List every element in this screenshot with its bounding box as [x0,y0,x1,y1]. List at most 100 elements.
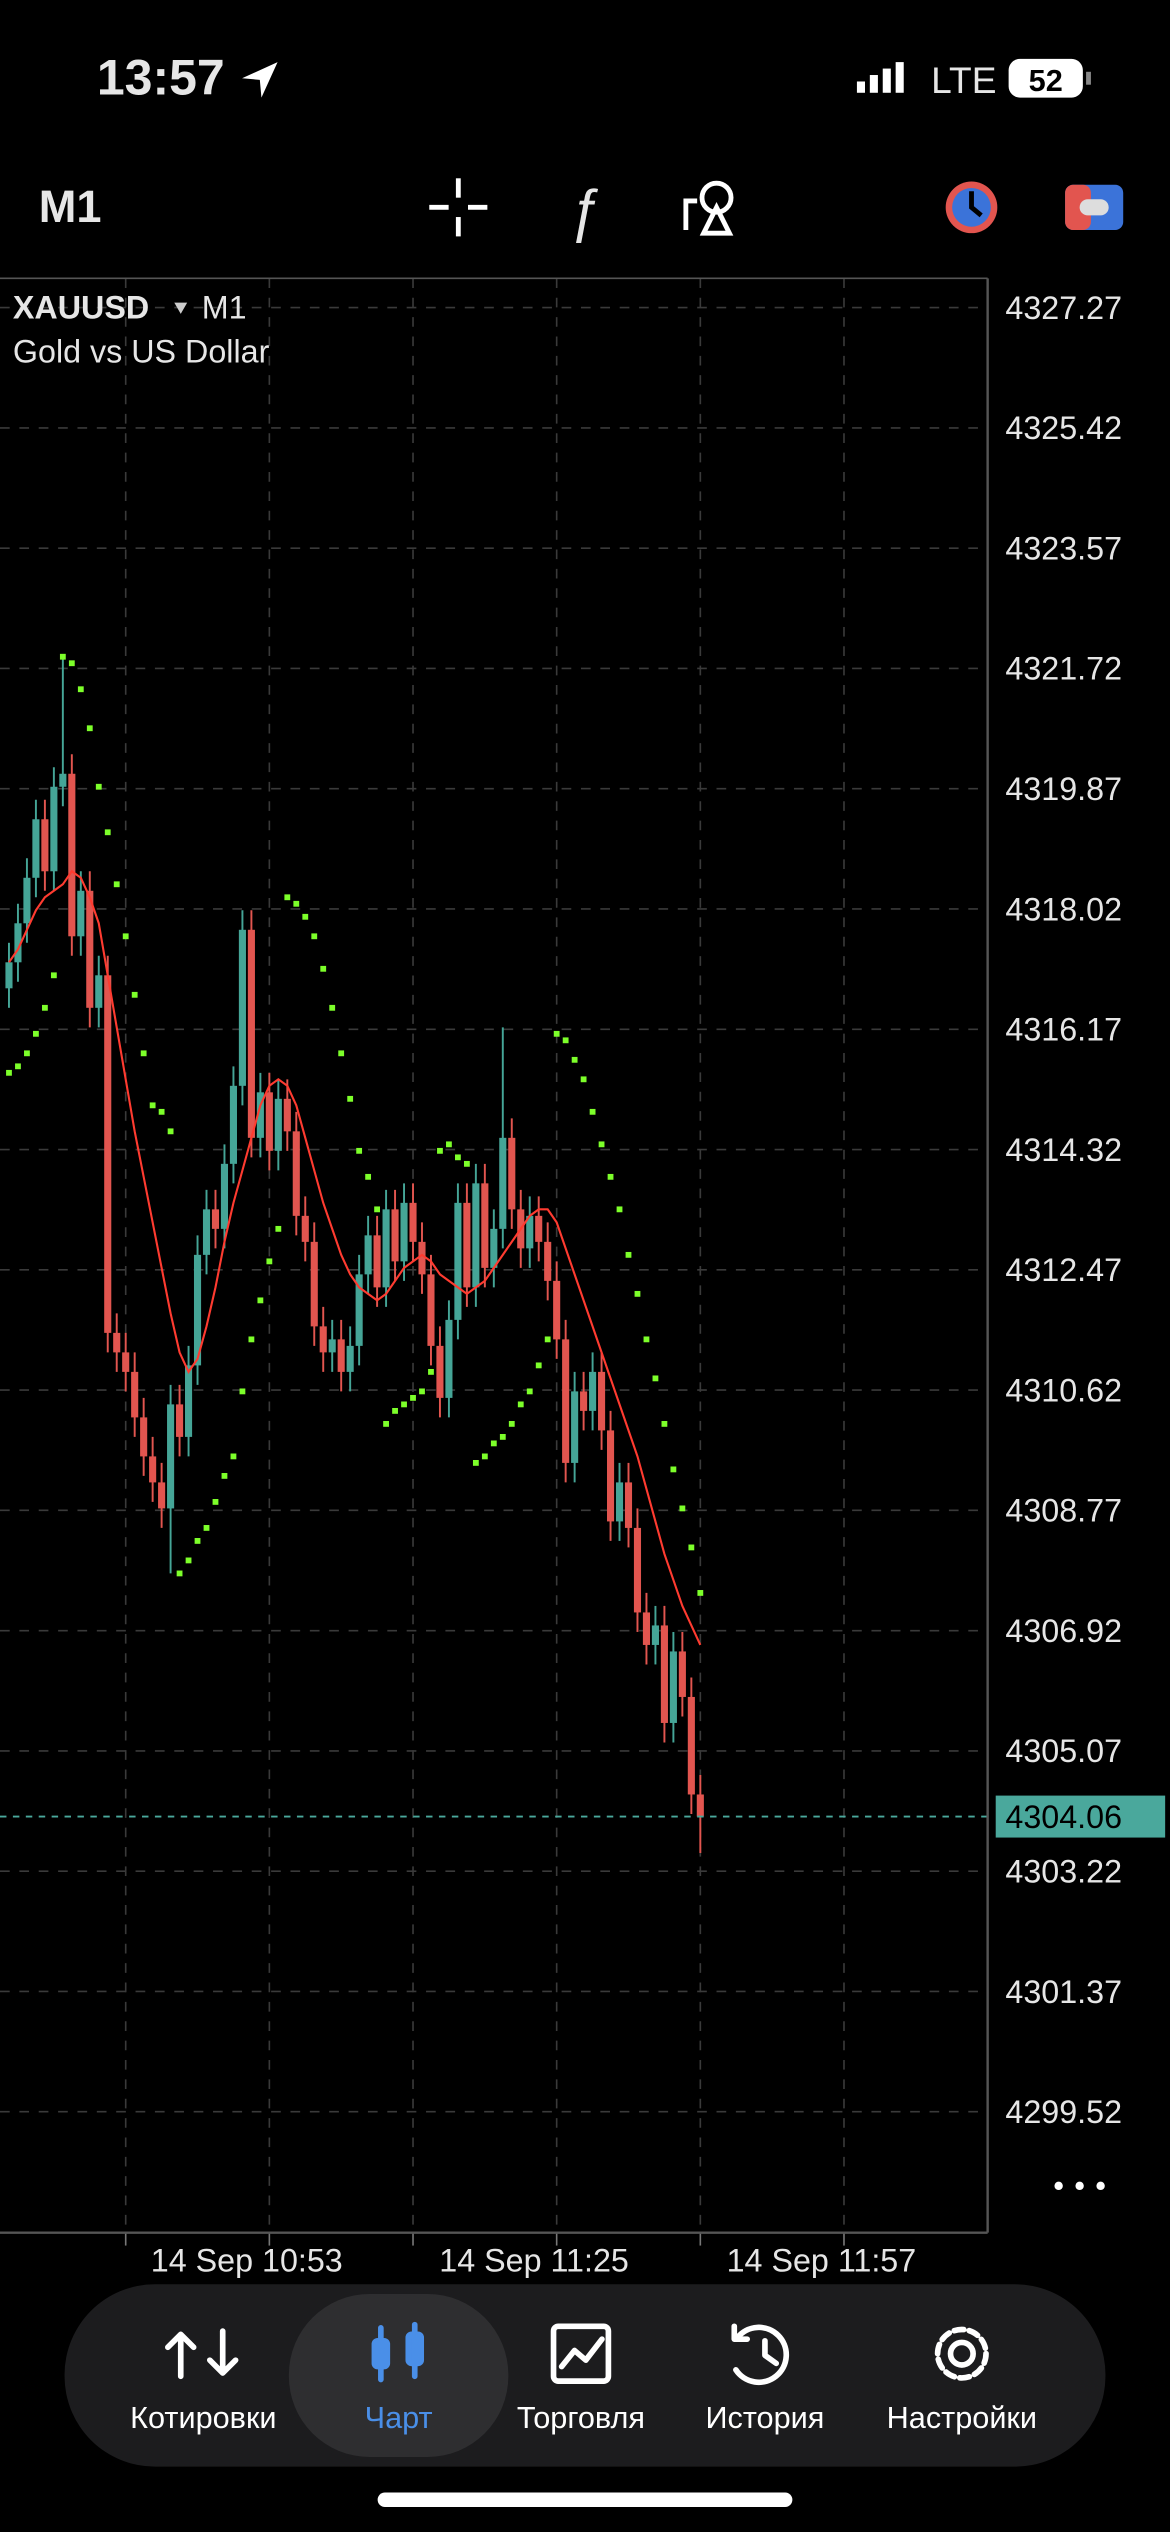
candle-body [508,1137,516,1210]
sar-dot [392,1407,398,1414]
sar-dot [257,1297,264,1304]
sar-dot [437,1147,443,1154]
tab-label[interactable]: Настройки [887,2401,1037,2435]
sar-dot [401,1401,407,1408]
candle-body [571,1391,579,1463]
sar-dot [481,1453,488,1460]
sar-dot [625,1251,632,1258]
candle-body [256,1092,264,1138]
y-tick-label: 4321.72 [1005,651,1122,687]
sar-dot [104,829,111,836]
candle-body [122,1352,130,1372]
y-tick-label: 4303.22 [1005,1853,1122,1889]
sar-dot [50,972,57,979]
sar-dot [6,1069,12,1076]
network-label: LTE [931,59,996,101]
indicators-button[interactable]: ƒ [568,178,600,243]
candle-body [68,773,76,937]
candle-body [598,1371,606,1431]
candle-body [562,1339,570,1463]
trade-button[interactable] [945,181,998,234]
candle-body [642,1612,651,1645]
sar-dot [517,1401,524,1408]
timeframe-button[interactable]: M1 [39,181,102,232]
history-icon[interactable] [731,2323,790,2386]
tab-label[interactable]: Котировки [130,2401,276,2435]
candle-body [193,1254,202,1366]
candle-body [247,929,255,1138]
candle-body [220,1163,229,1229]
sar-dot [508,1420,515,1427]
y-tick-label: 4306.92 [1005,1613,1122,1649]
sar-dot [185,1557,192,1564]
objects-button[interactable] [683,180,734,236]
candle-body [346,1345,354,1372]
home-indicator [377,2492,793,2508]
location-icon [242,62,278,98]
x-tick-label: 14 Sep 11:25 [439,2242,629,2278]
sar-dot [122,933,129,940]
account-button[interactable] [1065,184,1124,230]
candle-body [463,1202,471,1288]
trade-icon[interactable] [550,2323,612,2384]
sar-dot [293,900,300,907]
candle-body [400,1202,408,1262]
candle-body [544,1241,552,1281]
sar-dot [383,1420,389,1427]
symbol-dropdown[interactable] [174,302,188,314]
quotes-icon[interactable] [165,2328,239,2380]
chart-icon[interactable] [371,2321,425,2383]
sar-dot [652,1375,659,1382]
sar-dot [167,1128,174,1135]
candle-body [678,1651,686,1697]
sar-dot [329,1004,336,1011]
candle-body [238,929,246,1086]
sar-dot [77,686,84,693]
settings-icon[interactable] [934,2326,989,2381]
x-tick-label: 14 Sep 11:57 [727,2242,917,2278]
candle-body [319,1326,327,1353]
y-tick-label: 4316.17 [1005,1012,1122,1048]
tab-label[interactable]: Чарт [365,2401,433,2435]
sar-dot [131,991,138,998]
battery-level: 52 [1029,64,1063,98]
candle-body [310,1241,318,1327]
candle-body [265,1092,273,1151]
candle-body [696,1794,704,1817]
candle-body [131,1371,139,1418]
tab-label[interactable]: История [705,2401,824,2435]
symbol[interactable]: XAUUSD [13,290,149,326]
candle-body [355,1274,363,1346]
y-tick-label: 4310.62 [1005,1372,1122,1408]
more-button[interactable] [1054,2181,1105,2191]
chart[interactable]: 4327.27 4325.42 4323.57 4321.72 4319.87 4318.… [0,278,1166,2278]
sar-dot [33,1030,39,1037]
sar-dot [15,1063,21,1070]
candle-body [184,1365,193,1437]
y-tick-label: 4301.37 [1005,1974,1122,2010]
sar-dot [338,1050,345,1057]
last-price-label: 4304.06 [1005,1799,1122,1835]
sar-dot [589,1108,596,1115]
sar-dot [697,1590,704,1596]
sar-dot [140,1050,147,1057]
sar-dot [302,913,309,920]
crosshair-button[interactable] [429,178,488,237]
sar-dot [571,1056,578,1063]
sar-dot [59,653,66,660]
sar-dot [580,1076,587,1083]
y-tick-label: 4305.07 [1005,1733,1122,1769]
sar-dot [41,1004,48,1011]
sar-dot [284,894,291,901]
tab-label[interactable]: Торговля [517,2401,645,2435]
sar-dot [544,1336,551,1343]
candle-body [624,1482,633,1528]
candle-body [373,1235,381,1288]
candle-body [615,1482,624,1522]
candle-body [59,773,67,787]
y-tick-label: 4312.47 [1005,1252,1122,1288]
moving-average-line [8,869,702,1646]
sar-dot [670,1466,677,1473]
x-tick-label: 14 Sep 10:53 [151,2242,343,2278]
candle-body [14,923,22,963]
